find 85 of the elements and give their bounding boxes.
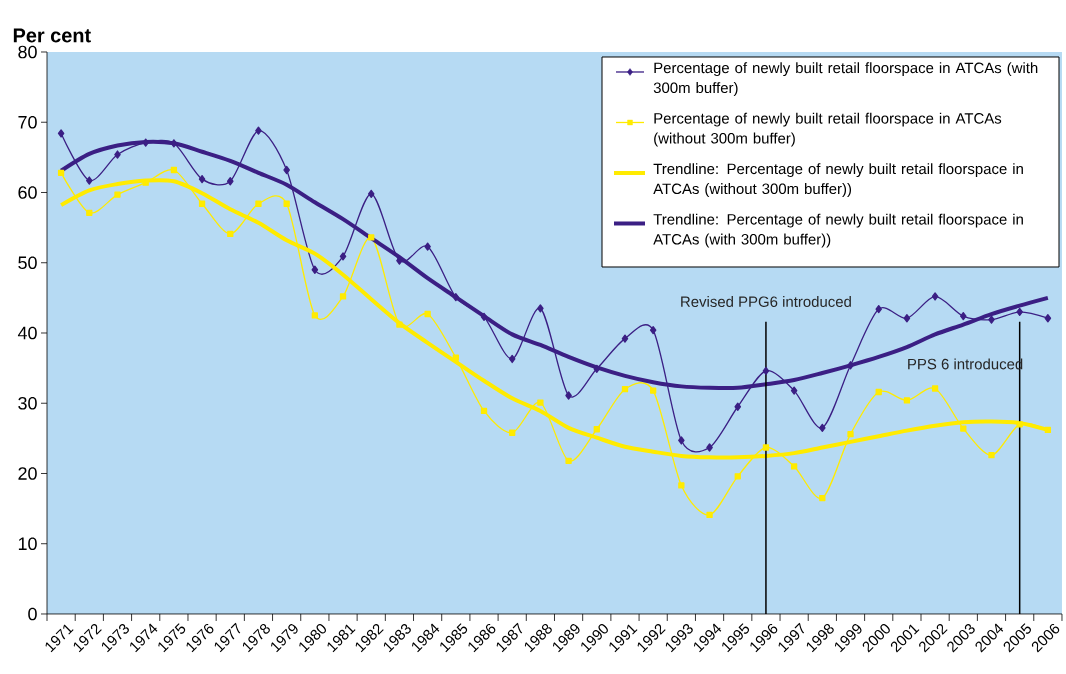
point xyxy=(931,385,939,392)
point xyxy=(283,165,290,175)
point xyxy=(311,265,319,274)
point xyxy=(311,312,318,319)
legend-label: Percentage of newly built retail floorspace in ATCAs (without 300m buffer) xyxy=(654,112,1002,147)
point xyxy=(931,292,939,301)
point xyxy=(57,169,65,176)
point xyxy=(198,174,206,184)
point xyxy=(790,463,798,470)
point xyxy=(960,425,967,432)
point xyxy=(734,402,742,411)
point xyxy=(1044,426,1052,434)
ref-line-label: Revised PPG6 introduced xyxy=(681,296,851,307)
point xyxy=(819,494,826,502)
point xyxy=(452,354,459,361)
point xyxy=(565,391,572,400)
y-tick-label: 10 xyxy=(18,537,37,551)
point xyxy=(565,457,572,464)
y-axis-title: Per cent xyxy=(13,28,91,43)
point xyxy=(593,364,601,373)
point xyxy=(903,314,911,323)
point xyxy=(903,397,911,404)
y-tick-label: 60 xyxy=(18,186,37,199)
y-tick-label: 0 xyxy=(28,607,37,621)
point xyxy=(283,200,290,207)
point xyxy=(988,315,995,324)
point xyxy=(1016,307,1023,317)
y-tick-label: 50 xyxy=(18,256,37,270)
point xyxy=(57,129,65,138)
point xyxy=(875,304,882,314)
point xyxy=(368,234,375,241)
point xyxy=(960,311,967,321)
point xyxy=(170,166,178,174)
point xyxy=(1044,314,1052,323)
y-tick-label: 80 xyxy=(18,45,37,59)
point xyxy=(86,209,93,217)
point xyxy=(988,452,995,459)
y-tick-label: 20 xyxy=(18,467,37,480)
y-tick-label: 40 xyxy=(17,326,37,340)
point xyxy=(649,326,657,335)
point xyxy=(537,304,544,313)
point xyxy=(678,482,685,489)
point xyxy=(509,429,516,436)
point xyxy=(480,312,488,321)
legend-label: Percentage of newly built retail floorspace in ATCAs (with 300m buffer) xyxy=(653,62,1038,97)
point xyxy=(367,189,375,199)
point xyxy=(790,386,798,395)
point xyxy=(339,252,347,261)
point xyxy=(847,430,854,438)
point xyxy=(114,150,121,159)
point xyxy=(762,444,770,451)
point xyxy=(198,200,206,207)
point xyxy=(86,176,93,185)
point xyxy=(480,407,488,415)
point xyxy=(734,473,741,480)
point xyxy=(255,126,262,135)
point xyxy=(621,334,629,343)
point xyxy=(170,139,178,148)
point xyxy=(396,321,403,328)
point xyxy=(650,387,657,394)
legend-label: Trendline: Percentage of newly built retail floorspace in ATCAs (with 300m buffer)) xyxy=(653,213,1023,248)
point xyxy=(706,443,713,452)
point xyxy=(678,436,685,445)
point xyxy=(227,230,234,238)
point xyxy=(819,423,826,432)
point xyxy=(339,293,347,300)
point xyxy=(1016,421,1023,428)
point xyxy=(114,191,121,198)
point xyxy=(875,388,882,396)
point xyxy=(593,426,600,433)
point xyxy=(706,511,713,519)
y-tick-label: 70 xyxy=(18,115,37,129)
point xyxy=(537,399,544,406)
legend-label: Trendline: Percentage of newly built retail floorspace in ATCAs (without 300m buffer)) xyxy=(653,163,1023,198)
point xyxy=(226,177,234,186)
point xyxy=(508,354,516,364)
point xyxy=(424,242,431,251)
y-tick-label: 30 xyxy=(18,396,37,410)
point xyxy=(424,310,431,318)
point xyxy=(762,366,770,376)
point xyxy=(621,386,629,393)
point xyxy=(255,200,262,207)
point xyxy=(847,361,854,370)
point xyxy=(142,138,149,147)
point xyxy=(452,293,460,302)
